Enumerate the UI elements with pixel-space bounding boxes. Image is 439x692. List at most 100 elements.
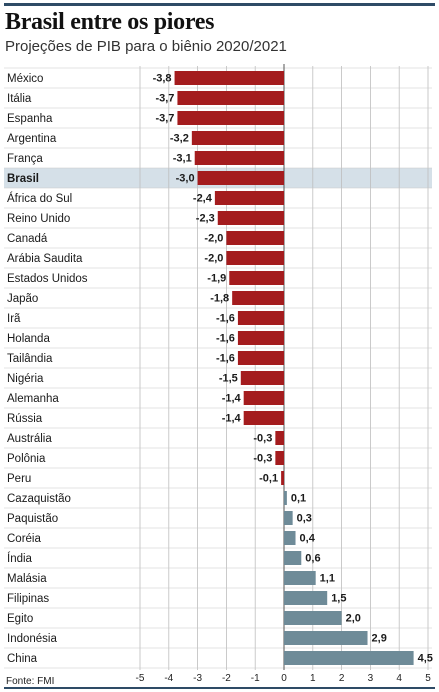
- bar: [275, 431, 284, 445]
- chart-subtitle: Projeções de PIB para o biênio 2020/2021: [5, 38, 287, 55]
- bar: [284, 511, 293, 525]
- bar: [177, 91, 284, 105]
- tick-label: -2: [222, 673, 231, 684]
- bar: [275, 451, 284, 465]
- tick-label: 2: [339, 673, 345, 684]
- data-label: 0,4: [300, 533, 316, 545]
- bar: [177, 111, 284, 125]
- category-label: Arábia Saudita: [7, 253, 83, 265]
- bar: [194, 151, 284, 165]
- bar: [284, 611, 342, 625]
- category-label: Austrália: [7, 433, 52, 445]
- category-label: Irã: [7, 313, 21, 325]
- bar: [191, 131, 284, 145]
- category-label: Coréia: [7, 533, 41, 545]
- bar: [226, 251, 284, 265]
- bar: [243, 411, 284, 425]
- bar: [232, 291, 284, 305]
- bar: [237, 331, 284, 345]
- bar: [284, 591, 328, 605]
- bar: [226, 231, 284, 245]
- bar: [281, 471, 284, 485]
- data-label: 4,5: [418, 653, 433, 665]
- tick-label: -3: [193, 673, 202, 684]
- data-label: -1,5: [219, 373, 238, 385]
- data-label: -0,3: [253, 433, 272, 445]
- data-label: -1,6: [216, 353, 235, 365]
- category-label: Alemanha: [7, 393, 59, 405]
- data-label: -1,9: [207, 273, 226, 285]
- category-label: Tailândia: [7, 353, 53, 365]
- bar: [284, 531, 296, 545]
- data-label: -3,1: [173, 153, 192, 165]
- tick-label: 4: [396, 673, 402, 684]
- data-label: 0,3: [297, 513, 312, 525]
- category-label: Brasil: [7, 173, 39, 185]
- data-label: -3,0: [176, 173, 195, 185]
- category-label: Itália: [7, 93, 32, 105]
- data-label: -3,7: [155, 93, 174, 105]
- category-label: África do Sul: [7, 192, 72, 205]
- data-label: 0,1: [291, 493, 306, 505]
- tick-label: -5: [136, 673, 145, 684]
- category-label: Indonésia: [7, 633, 57, 645]
- data-label: -2,0: [204, 233, 223, 245]
- category-label: China: [7, 653, 38, 665]
- category-label: Argentina: [7, 133, 57, 145]
- data-label: -1,4: [222, 413, 242, 425]
- tick-label: -4: [164, 673, 173, 684]
- bar: [284, 551, 302, 565]
- data-label: 1,5: [331, 593, 346, 605]
- bottom-rule: [4, 687, 435, 689]
- bar: [174, 71, 284, 85]
- category-label: Holanda: [7, 333, 50, 345]
- category-label: Egito: [7, 613, 33, 625]
- top-rule: [4, 3, 435, 6]
- data-label: 0,6: [305, 553, 320, 565]
- data-label: -3,8: [153, 73, 172, 85]
- category-label: Japão: [7, 293, 38, 305]
- data-label: -0,1: [259, 473, 278, 485]
- bar: [284, 651, 414, 665]
- bar: [284, 631, 368, 645]
- data-label: 2,9: [372, 633, 387, 645]
- tick-label: 5: [425, 673, 431, 684]
- data-label: -3,2: [170, 133, 189, 145]
- chart-title: Brasil entre os piores: [5, 9, 215, 35]
- tick-label: -1: [251, 673, 260, 684]
- data-label: -3,7: [155, 113, 174, 125]
- category-label: Nigéria: [7, 373, 44, 385]
- data-label: 2,0: [346, 613, 361, 625]
- source-note: Fonte: FMI: [6, 676, 55, 687]
- category-label: Estados Unidos: [7, 273, 88, 285]
- category-label: França: [7, 153, 43, 165]
- data-label: 1,1: [320, 573, 335, 585]
- category-label: Cazaquistão: [7, 493, 71, 505]
- tick-label: 1: [310, 673, 316, 684]
- data-label: -1,6: [216, 313, 235, 325]
- data-label: -1,4: [222, 393, 242, 405]
- category-label: Filipinas: [7, 593, 49, 605]
- category-label: Índia: [7, 552, 33, 565]
- bar: [229, 271, 284, 285]
- bar: [243, 391, 284, 405]
- tick-label: 0: [281, 673, 287, 684]
- category-label: Rússia: [7, 413, 43, 425]
- bar: [197, 171, 284, 185]
- tick-label: 3: [368, 673, 374, 684]
- bar: [240, 371, 284, 385]
- category-label: Peru: [7, 473, 31, 485]
- category-label: Polônia: [7, 453, 46, 465]
- data-label: -0,3: [253, 453, 272, 465]
- data-label: -2,0: [204, 253, 223, 265]
- bar: [237, 311, 284, 325]
- category-label: Paquistão: [7, 513, 58, 525]
- category-label: Reino Unido: [7, 213, 70, 225]
- bar: [284, 491, 287, 505]
- category-label: México: [7, 73, 43, 85]
- data-label: -2,4: [193, 193, 213, 205]
- data-label: -2,3: [196, 213, 215, 225]
- category-label: Canadá: [7, 233, 48, 245]
- data-label: -1,8: [210, 293, 229, 305]
